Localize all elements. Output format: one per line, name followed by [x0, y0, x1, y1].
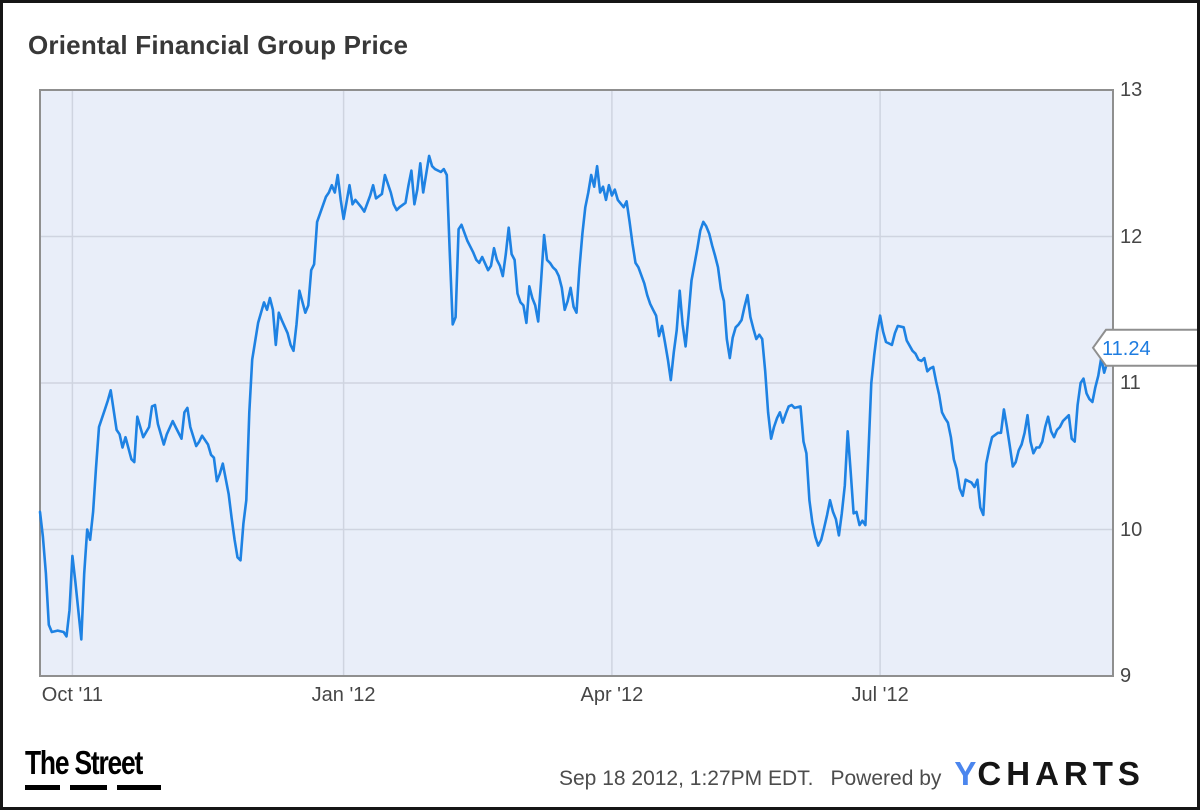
plot-border: [39, 89, 1114, 677]
underline-bar: [25, 785, 60, 790]
price-line: [38, 154, 1115, 641]
page-title: Oriental Financial Group Price: [28, 30, 409, 60]
chart-footer: Sep 18 2012, 1:27PM EDT. Powered by YCHART…: [559, 755, 1145, 793]
ycharts-logo-y: Y: [954, 755, 978, 792]
thestreet-logo: The Street: [25, 744, 171, 790]
timestamp: Sep 18 2012, 1:27PM EDT.: [559, 767, 814, 790]
underline-bar: [117, 785, 161, 790]
powered-by-label: Powered by: [830, 767, 942, 790]
ycharts-logo-charts: CHARTS: [977, 755, 1145, 792]
price-callout: [1091, 328, 1197, 367]
thestreet-logo-text: The Street: [25, 744, 143, 781]
thestreet-logo-underline: [25, 785, 171, 790]
price-chart-canvas: 11.24: [38, 89, 1197, 677]
underline-bar: [70, 785, 107, 790]
price-callout-value: 11.24: [1102, 338, 1151, 360]
